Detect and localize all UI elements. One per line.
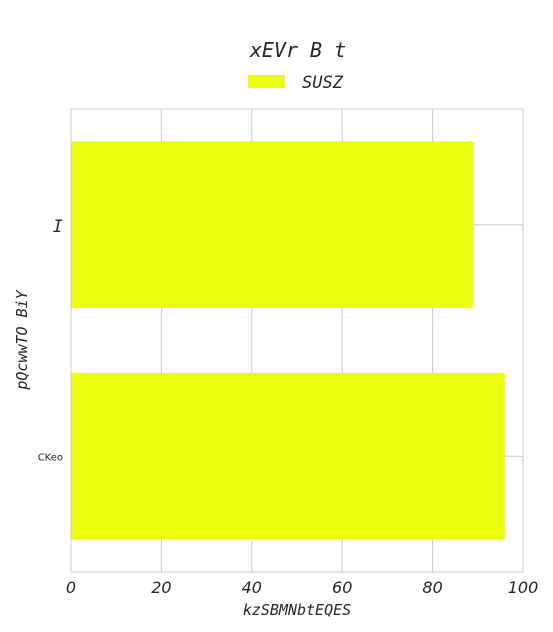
y-tick-label: I	[53, 217, 63, 237]
plot-frame	[70, 108, 524, 573]
chart-title: xEVr B t	[249, 38, 346, 62]
x-tick-label: 100	[508, 578, 539, 597]
x-tick-label: 0	[66, 578, 76, 597]
y-tick-label: CKeo	[38, 452, 63, 463]
x-tick-label: 40	[242, 578, 262, 597]
bars	[71, 141, 505, 540]
bar	[71, 372, 505, 540]
x-axis-label: kzSBMNbtEQES	[243, 601, 351, 619]
y-axis-label: pQcwwTO BiY	[13, 289, 31, 390]
x-tick-label: 60	[332, 578, 352, 597]
legend: SUSZ	[248, 73, 344, 93]
legend-swatch	[248, 75, 285, 88]
x-tick-labels: 0 20 40 60 80 100	[66, 578, 538, 597]
x-tick-label: 80	[422, 578, 442, 597]
x-tick-label: 20	[151, 578, 171, 597]
bar	[71, 141, 474, 309]
y-tick-labels: I CKeo	[38, 217, 63, 464]
legend-label: SUSZ	[302, 73, 344, 93]
